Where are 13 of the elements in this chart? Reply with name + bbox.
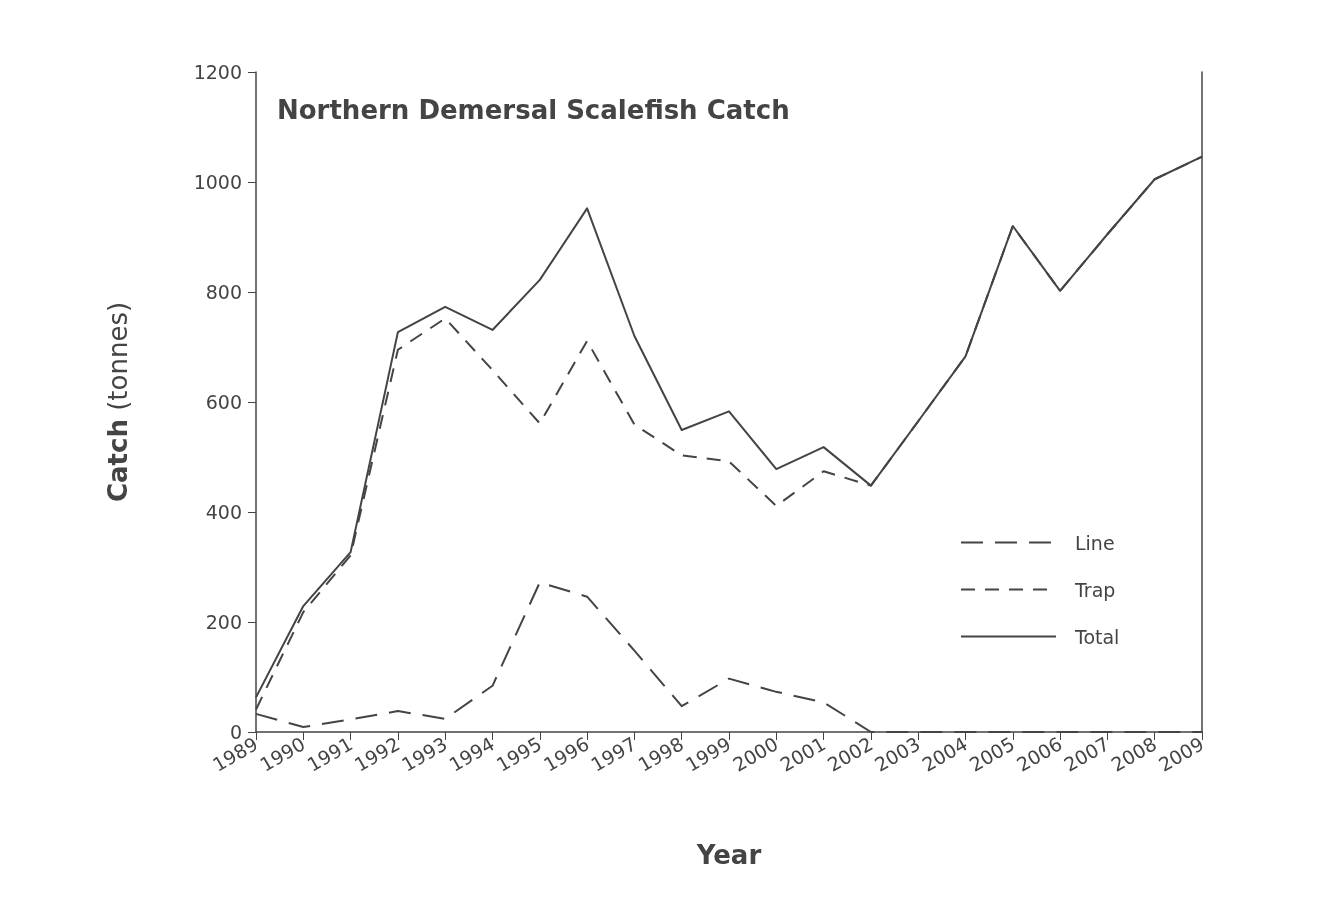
x-axis-title: Year <box>695 840 762 870</box>
y-tick-label: 0 <box>229 721 242 743</box>
legend-label: Trap <box>1074 578 1116 601</box>
legend-label: Total <box>1074 625 1120 648</box>
legend-label: Line <box>1075 531 1115 554</box>
y-tick-label: 400 <box>205 501 242 523</box>
text: Northern Demersal Scalefish Catch <box>277 95 790 125</box>
y-tick-label: 1200 <box>193 61 242 83</box>
y-tick-label: 800 <box>205 281 242 303</box>
y-tick-label: 200 <box>205 611 242 633</box>
y-tick-label: 600 <box>205 391 242 413</box>
y-axis-title: Catch (tonnes) <box>103 301 133 503</box>
y-tick-label: 1000 <box>193 171 242 193</box>
